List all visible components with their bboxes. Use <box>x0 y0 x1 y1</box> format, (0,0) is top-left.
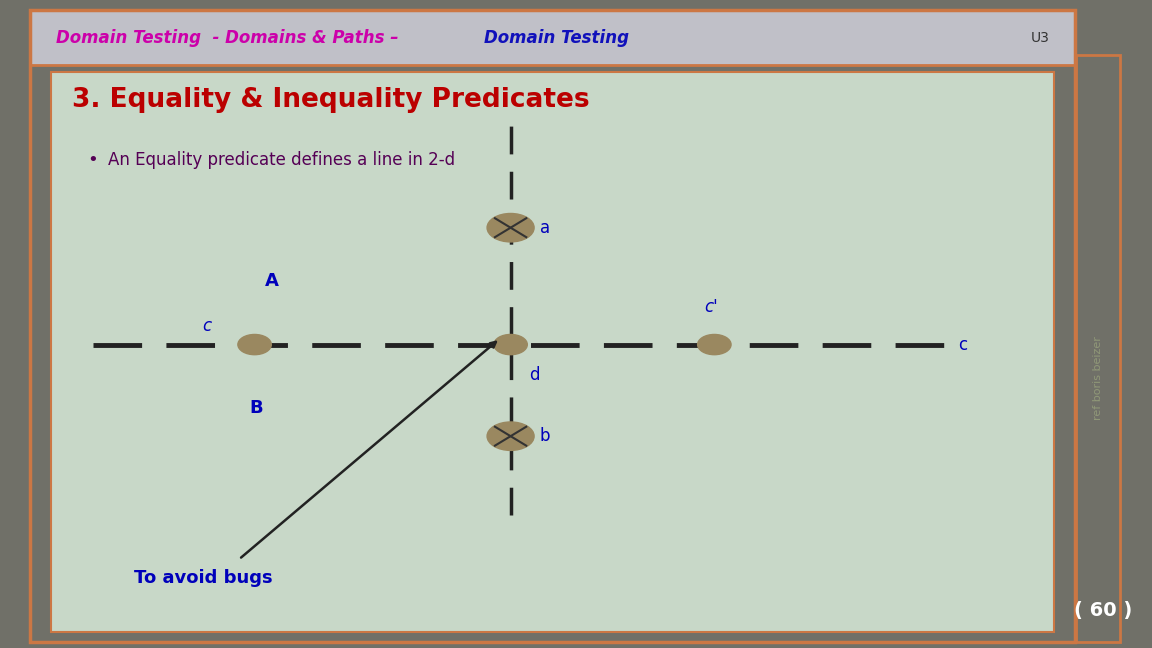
Text: c': c' <box>704 298 718 316</box>
Text: d: d <box>530 366 540 384</box>
Circle shape <box>698 334 732 354</box>
Text: U3: U3 <box>1031 30 1049 45</box>
Circle shape <box>237 334 272 354</box>
Text: b: b <box>540 427 551 445</box>
Bar <box>51 72 1054 632</box>
Text: A: A <box>265 272 279 290</box>
Text: ( 60 ): ( 60 ) <box>1074 601 1132 620</box>
Circle shape <box>494 334 528 354</box>
Text: a: a <box>540 218 550 237</box>
Text: Domain Testing  - Domains & Paths –: Domain Testing - Domains & Paths – <box>56 29 404 47</box>
Circle shape <box>487 213 535 242</box>
Text: ref boris beizer: ref boris beizer <box>1093 336 1102 419</box>
Text: c: c <box>203 317 212 334</box>
Text: B: B <box>249 399 263 417</box>
Text: •: • <box>88 151 98 169</box>
Text: To avoid bugs: To avoid bugs <box>135 570 273 587</box>
Bar <box>30 10 1075 65</box>
Text: An Equality predicate defines a line in 2-d: An Equality predicate defines a line in … <box>108 151 455 169</box>
Text: c: c <box>957 336 967 354</box>
Circle shape <box>487 422 535 450</box>
Text: 3. Equality & Inequality Predicates: 3. Equality & Inequality Predicates <box>71 87 590 113</box>
Text: Domain Testing: Domain Testing <box>485 29 629 47</box>
